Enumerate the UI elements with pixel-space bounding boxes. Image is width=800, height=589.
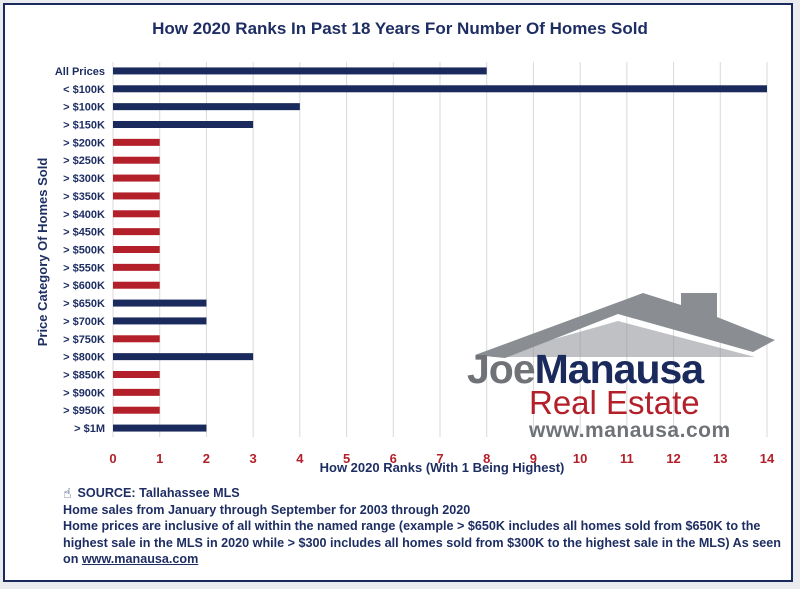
bar <box>113 388 160 396</box>
bar <box>113 263 160 271</box>
gridlines <box>112 62 768 437</box>
bar <box>113 406 160 414</box>
category-label: > $200K <box>63 137 105 149</box>
x-tick-label: 9 <box>530 451 537 466</box>
x-tick-label: 10 <box>573 451 587 466</box>
x-tick-label: 1 <box>156 451 163 466</box>
x-axis-label: How 2020 Ranks (With 1 Being Highest) <box>320 460 565 475</box>
pointing-hand-icon: ☝ <box>63 485 72 501</box>
category-label: All Prices <box>55 66 105 78</box>
category-label: > $350K <box>63 191 105 203</box>
category-label: > $500K <box>63 245 105 257</box>
bar <box>113 156 160 164</box>
x-tick-label: 13 <box>713 451 727 466</box>
category-label: > $650K <box>63 298 105 310</box>
x-tick-label: 2 <box>203 451 210 466</box>
category-label: > $450K <box>63 227 105 239</box>
x-tick-label: 0 <box>109 451 116 466</box>
bar <box>113 174 160 182</box>
bar <box>113 121 254 128</box>
x-tick-label: 5 <box>343 451 350 466</box>
website-link[interactable]: www.manausa.com <box>81 552 199 566</box>
category-label: > $250K <box>63 155 105 167</box>
category-label: > $850K <box>63 370 105 382</box>
bar <box>113 192 160 200</box>
note-line-2: Home prices are inclusive of all within … <box>63 519 781 566</box>
x-tick-label: 7 <box>436 451 443 466</box>
bar <box>113 335 160 343</box>
bar <box>113 317 207 325</box>
x-tick-label: 4 <box>296 451 304 466</box>
category-label: > $100K <box>63 102 105 114</box>
bar <box>113 85 767 93</box>
bar <box>113 103 300 111</box>
category-labels: All Prices < $100K > $100K > $150K > $200K > … <box>55 66 105 435</box>
category-label: > $700K <box>63 316 105 328</box>
x-tick-label: 14 <box>760 451 775 466</box>
bar <box>113 138 160 146</box>
logo-tagline: Real Estate <box>529 384 700 421</box>
bar <box>113 281 160 289</box>
x-tick-label: 11 <box>620 451 634 466</box>
x-tick-labels: 0 1 2 3 4 5 6 7 8 9 10 11 12 13 14 <box>109 451 775 466</box>
bar <box>113 210 160 218</box>
source-text: SOURCE: Tallahassee MLS <box>77 486 240 500</box>
x-tick-label: 6 <box>390 451 397 466</box>
bar <box>113 353 254 361</box>
category-label: > $600K <box>63 280 105 292</box>
logo-name: JoeManausa <box>467 346 704 392</box>
house-logo-icon <box>475 293 775 358</box>
category-label: > $950K <box>63 405 105 417</box>
chart-notes: ☝ SOURCE: Tallahassee MLS Home sales fro… <box>63 485 793 568</box>
bars <box>113 67 767 432</box>
category-label: > $1M <box>74 423 105 435</box>
bar <box>113 299 207 307</box>
category-label: > $300K <box>63 173 105 185</box>
bar <box>113 246 160 253</box>
x-tick-label: 3 <box>250 451 257 466</box>
bar <box>113 228 160 236</box>
category-label: > $150K <box>63 120 105 132</box>
x-tick-label: 12 <box>666 451 680 466</box>
category-label: > $750K <box>63 334 105 346</box>
category-label: > $800K <box>63 352 105 364</box>
note-line-1: Home sales from January through Septembe… <box>63 502 471 517</box>
bar <box>113 424 207 432</box>
x-tick-label: 8 <box>483 451 490 466</box>
chart-title: How 2020 Ranks In Past 18 Years For Numb… <box>152 19 648 38</box>
category-label: > $400K <box>63 209 105 221</box>
chart-frame: How 2020 Ranks In Past 18 Years For Numb… <box>3 3 793 582</box>
bar <box>113 371 160 378</box>
category-label: < $100K <box>63 84 105 96</box>
category-label: > $900K <box>63 387 105 399</box>
company-logo: JoeManausa Real Estate www.manausa.com <box>467 295 767 445</box>
bar <box>113 67 487 75</box>
logo-url: www.manausa.com <box>529 419 731 442</box>
bar-chart: All Prices < $100K > $100K > $150K > $200K > … <box>35 62 775 475</box>
y-axis-label: Price Category Of Homes Sold <box>35 158 50 347</box>
category-label: > $550K <box>63 262 105 274</box>
